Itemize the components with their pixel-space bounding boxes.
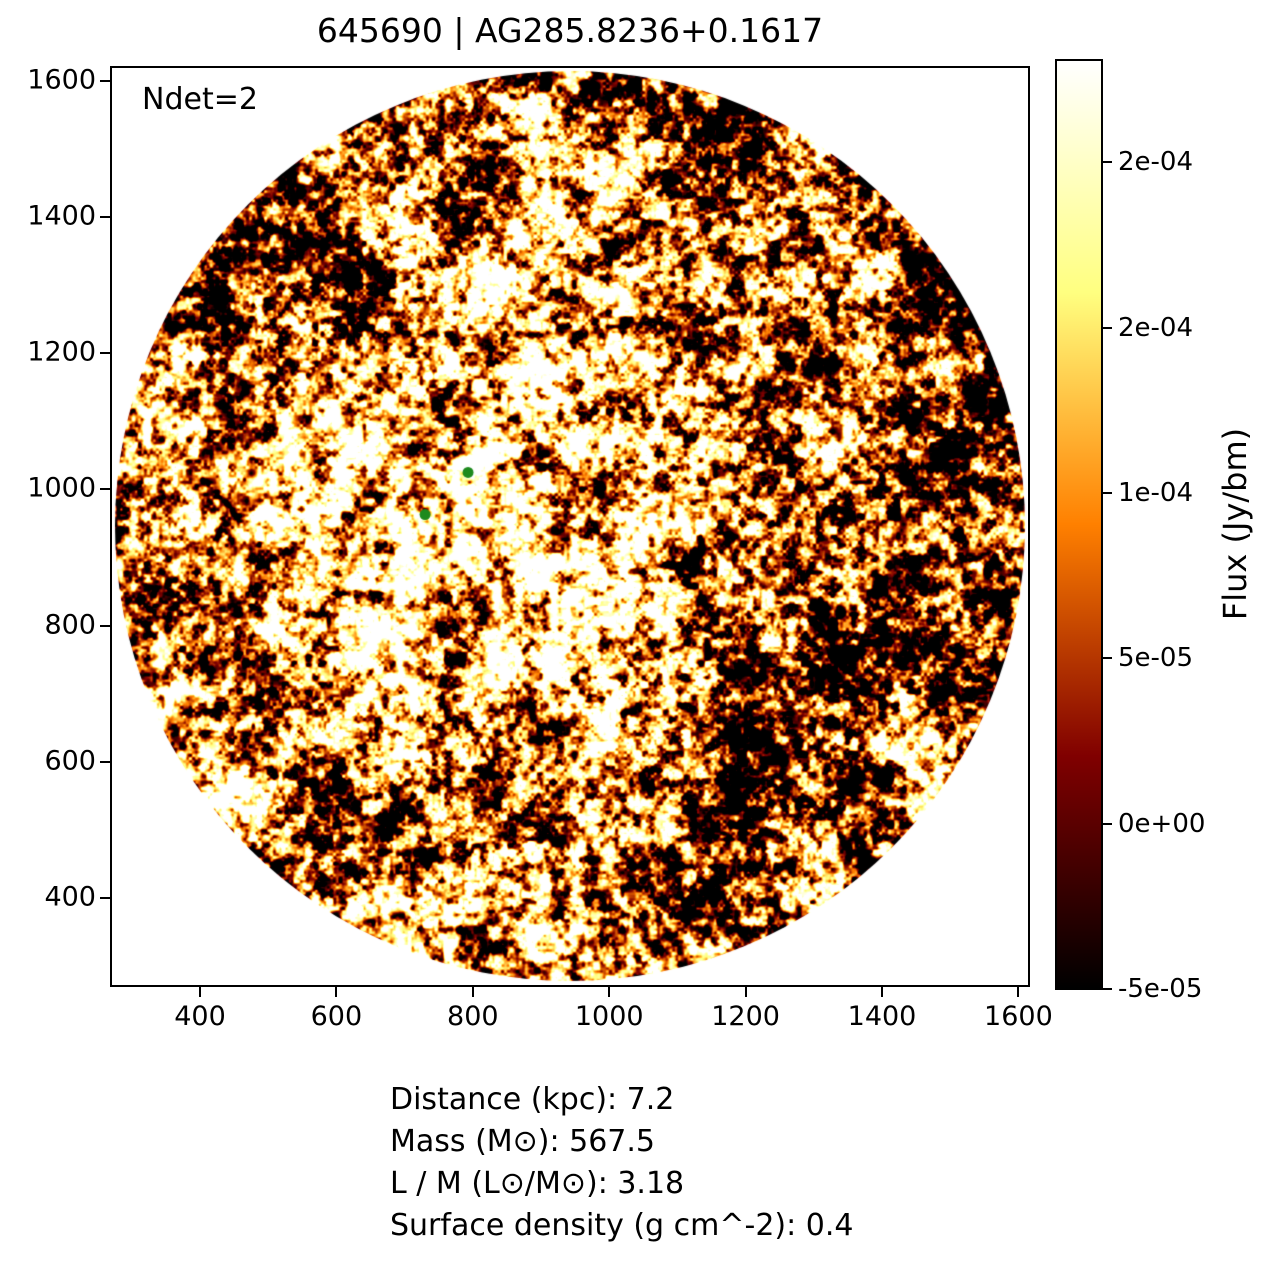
y-tick-label: 1000 (27, 472, 96, 504)
ndet-annotation: Ndet=2 (142, 82, 258, 117)
y-tick-label: 1200 (27, 336, 96, 368)
x-tick-mark (471, 987, 474, 997)
x-tick-mark (199, 987, 202, 997)
stat-mass: Mass (M⊙): 567.5 (390, 1124, 656, 1159)
colorbar-tick-mark (1103, 492, 1112, 495)
y-tick-mark (100, 79, 110, 82)
plot-title: 645690 | AG285.8236+0.1617 (316, 11, 824, 50)
colorbar-tick-mark (1103, 326, 1112, 329)
y-tick-mark (100, 488, 110, 491)
stat-l-over-m: L / M (L⊙/M⊙): 3.18 (390, 1166, 685, 1201)
colorbar-tick-label: 2e-04 (1118, 312, 1194, 343)
x-tick-mark (744, 987, 747, 997)
y-tick-mark (100, 352, 110, 355)
colorbar-tick-mark (1103, 988, 1112, 990)
colorbar-tick-label: 5e-05 (1118, 643, 1194, 674)
colorbar-tick-label: 0e+00 (1118, 808, 1206, 839)
y-tick-mark (100, 760, 110, 763)
x-tick-label: 400 (174, 1001, 226, 1032)
x-tick-mark (1017, 987, 1020, 997)
y-tick-mark (100, 624, 110, 627)
x-tick-mark (335, 987, 338, 997)
colorbar-label: Flux (Jy/bm) (1216, 427, 1254, 621)
colorbar-tick-mark (1103, 657, 1112, 660)
x-tick-mark (881, 987, 883, 997)
x-tick-label: 600 (310, 1001, 363, 1032)
x-tick-label: 1400 (847, 1001, 917, 1032)
colorbar-tick-mark (1103, 822, 1112, 825)
y-tick-label: 400 (44, 881, 96, 913)
x-tick-mark (608, 987, 611, 997)
y-tick-label: 800 (44, 608, 96, 640)
x-tick-label: 1000 (574, 1001, 644, 1032)
colorbar-tick-label: 2e-04 (1118, 147, 1194, 178)
x-tick-label: 800 (447, 1001, 499, 1032)
colorbar-tick-label: -5e-05 (1118, 974, 1203, 1004)
y-tick-label: 600 (44, 744, 96, 776)
stat-surface-density: Surface density (g cm^-2): 0.4 (390, 1208, 854, 1243)
y-tick-mark (100, 216, 110, 219)
stats-block: Distance (kpc): 7.2 Mass (M⊙): 567.5 L /… (390, 1079, 853, 1247)
y-tick-label: 1400 (27, 200, 96, 232)
colorbar-tick-label: 1e-04 (1118, 478, 1194, 509)
x-tick-label: 1600 (984, 1001, 1053, 1032)
colorbar-tick-mark (1103, 161, 1112, 164)
flux-map-image (112, 68, 1028, 985)
y-tick-label: 1600 (27, 64, 96, 96)
colorbar (1055, 59, 1103, 990)
stat-distance: Distance (kpc): 7.2 (390, 1082, 675, 1117)
x-tick-label: 1200 (711, 1001, 780, 1032)
y-tick-mark (100, 896, 110, 899)
